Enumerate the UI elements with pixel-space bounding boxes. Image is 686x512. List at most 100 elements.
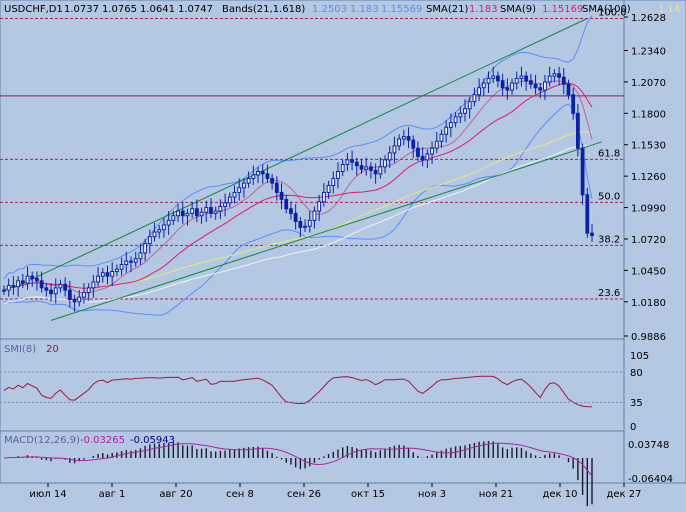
candle-body — [237, 187, 242, 193]
candle-body — [143, 243, 148, 254]
candle-body — [500, 80, 505, 89]
stoch-param: 20 — [46, 344, 59, 355]
candle-body — [49, 289, 53, 295]
date-tick-label: дек 27 — [606, 489, 641, 500]
candle-body — [44, 287, 49, 291]
fib-lines: 100.0 61.8 50.0 38.2 23.6 — [0, 8, 627, 300]
fib-label: 38.2 — [598, 234, 620, 245]
macd-histogram — [3, 440, 593, 507]
candle-body — [232, 191, 237, 198]
candle-body — [434, 140, 439, 149]
candle-body — [256, 170, 260, 176]
date-tick-label: ноя 3 — [418, 489, 446, 500]
price-tick-label: 1.0720 — [631, 235, 666, 246]
candle-body — [185, 212, 190, 217]
candle-body — [133, 258, 138, 263]
sma21-label: SMA(21) — [426, 4, 468, 15]
price-tick-label: 1.0180 — [631, 298, 666, 309]
candle-body — [284, 198, 289, 210]
candle-body — [6, 285, 11, 291]
candle-body — [321, 191, 326, 203]
price-tick-label: 1.1800 — [631, 109, 666, 120]
candle-body — [72, 298, 77, 303]
upper-band-line — [3, 15, 593, 280]
candle-body — [303, 225, 307, 228]
fib-label: 23.6 — [598, 288, 620, 299]
fib-label: 50.0 — [598, 191, 620, 202]
candle-body — [463, 108, 467, 114]
date-tick-label: июл 14 — [29, 489, 66, 500]
candle-body — [359, 165, 364, 170]
candle-body — [411, 139, 416, 149]
candle-body — [246, 177, 251, 184]
price-tick-label: 1.1260 — [631, 172, 666, 183]
stoch-axis-80: 80 — [630, 368, 643, 379]
candle-body — [242, 182, 246, 189]
candle-body — [491, 75, 496, 79]
candle-body — [444, 126, 449, 135]
date-axis: июл 14 авг 1 авг 20 сен 8 сен 26 окт 15 ноя 3 н… — [29, 483, 642, 500]
fib-label: 61.8 — [598, 148, 620, 159]
symbol-label: USDCHF,D1 — [4, 4, 63, 15]
candle-body — [354, 161, 359, 167]
candle-body — [147, 236, 152, 245]
candle-body — [194, 208, 199, 217]
candle-body — [340, 164, 345, 172]
candle-body — [345, 159, 350, 166]
candle-body — [514, 77, 519, 84]
candle-body — [505, 87, 510, 91]
candle-body — [25, 275, 30, 284]
candle-body — [312, 210, 317, 221]
candle-body — [227, 196, 232, 204]
candle-body — [289, 208, 293, 214]
sma21-value: 1.183 — [469, 4, 498, 15]
candle-body — [580, 147, 585, 196]
candle-body — [486, 77, 491, 84]
candle-body — [162, 224, 166, 231]
candle-body — [180, 210, 185, 217]
trend-channel — [13, 18, 603, 321]
candle-body — [293, 212, 298, 223]
macd-label: MACD(12,26,9) — [4, 435, 80, 446]
price-tick-label: 1.2070 — [631, 78, 666, 89]
date-tick-label: авг 1 — [99, 489, 126, 500]
candle-body — [524, 75, 529, 82]
candle-body — [561, 76, 566, 85]
candle-body — [171, 215, 176, 221]
sma100-value: 1.14 — [658, 4, 680, 15]
candle-body — [477, 87, 482, 96]
candle-body — [467, 101, 472, 110]
candle-body — [369, 166, 373, 171]
candle-body — [260, 170, 265, 175]
candle-body — [519, 75, 524, 79]
ohlc-high: 1.0765 — [102, 4, 137, 15]
stoch-axis-105: 105 — [630, 351, 649, 362]
candle-body — [331, 177, 336, 186]
candle-body — [458, 112, 463, 118]
ohlc-low: 1.0641 — [140, 4, 175, 15]
candle-body — [86, 287, 91, 293]
bands-value-3: 1.15569 — [381, 4, 422, 15]
candle-body — [585, 194, 590, 234]
stochastic-series — [0, 371, 624, 408]
candle-body — [91, 281, 96, 289]
price-tick-label: 1.0450 — [631, 266, 666, 277]
sma-yellow-line — [3, 131, 593, 291]
lower-band-line — [3, 103, 593, 316]
candles — [2, 66, 594, 312]
date-tick-label: сен 26 — [287, 489, 321, 500]
stoch-label: SMI(8) — [4, 344, 36, 355]
sma9-value: 1.15169 — [542, 4, 583, 15]
stoch-axis-35: 35 — [630, 398, 643, 409]
sma9-line — [3, 80, 593, 294]
fib-label: 100.0 — [598, 8, 627, 19]
candle-body — [213, 210, 218, 214]
candle-body — [350, 159, 354, 163]
stoch-line — [3, 375, 593, 408]
candle-body — [129, 260, 133, 263]
candle-body — [82, 291, 86, 298]
candle-body — [364, 166, 369, 170]
candle-body — [326, 184, 331, 193]
